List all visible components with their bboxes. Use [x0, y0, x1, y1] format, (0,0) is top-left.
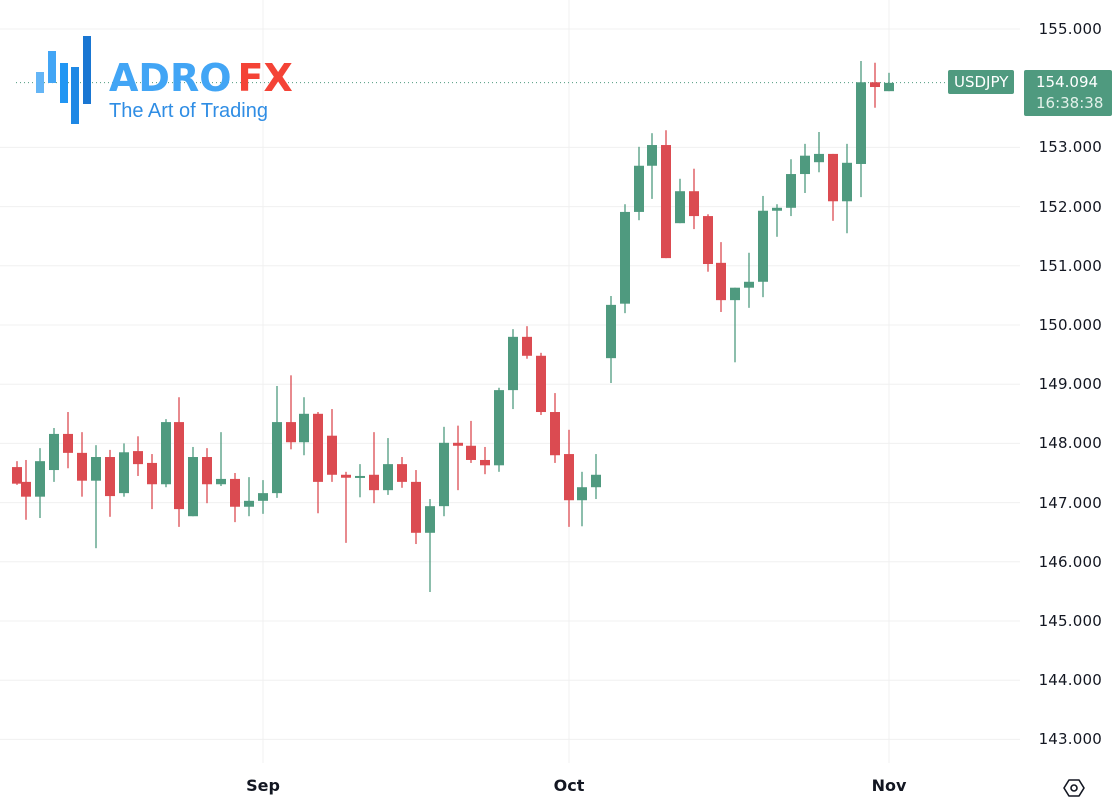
- candle-up: [675, 178, 685, 224]
- logo-brand-fx: FX: [237, 56, 293, 100]
- candle-up: [758, 195, 768, 298]
- candle-up: [188, 446, 198, 517]
- candle-down: [133, 436, 143, 476]
- candle-down: [341, 471, 351, 543]
- bar-countdown: 16:38:38: [1036, 94, 1104, 112]
- candle-down: [174, 397, 184, 527]
- price-tick-label: 153.000: [1038, 138, 1102, 157]
- candle-up: [620, 204, 630, 314]
- adrofx-logo: [30, 30, 310, 130]
- candle-up: [800, 143, 810, 193]
- candle-down: [411, 470, 421, 545]
- candle-down: [661, 130, 671, 259]
- candle-down: [286, 375, 296, 450]
- time-tick-label: Oct: [553, 776, 585, 795]
- candle-up: [272, 385, 282, 498]
- candle-up: [744, 252, 754, 308]
- candle-up: [216, 432, 226, 487]
- candle-up: [439, 426, 449, 517]
- last-price-value: 154.094: [1036, 73, 1099, 91]
- candle-up: [91, 445, 101, 549]
- candle-down: [12, 461, 22, 485]
- candle-down: [453, 425, 463, 491]
- candle-up: [299, 397, 309, 456]
- candle-down: [466, 420, 476, 463]
- candle-down: [327, 409, 337, 482]
- price-tick-label: 143.000: [1038, 730, 1102, 749]
- candle-down: [202, 448, 212, 504]
- candle-up: [161, 419, 171, 488]
- candle-down: [716, 242, 726, 312]
- price-tick-label: 149.000: [1038, 375, 1102, 394]
- candle-up: [634, 146, 644, 221]
- candle-down: [870, 62, 880, 108]
- candle-up: [383, 438, 393, 495]
- candle-up: [508, 329, 518, 410]
- candle-down: [689, 168, 699, 230]
- price-tick-label: 152.000: [1038, 197, 1102, 216]
- time-tick-label: Sep: [246, 776, 280, 795]
- candle-up: [577, 471, 587, 527]
- candle-up: [355, 464, 365, 498]
- candle-down: [397, 457, 407, 488]
- candle-down: [63, 412, 73, 469]
- logo-tagline: The Art of Trading: [109, 100, 268, 122]
- candle-down: [230, 473, 240, 523]
- candle-up: [814, 132, 824, 173]
- candle-down: [536, 352, 546, 415]
- candle-down: [828, 153, 838, 221]
- candle-down: [147, 454, 157, 510]
- price-tick-label: 151.000: [1038, 256, 1102, 275]
- candle-up: [856, 60, 866, 198]
- candle-down: [480, 446, 490, 475]
- time-tick-label: Nov: [871, 776, 907, 795]
- candle-down: [77, 432, 87, 497]
- candle-up: [494, 387, 504, 472]
- candle-up: [647, 133, 657, 199]
- candle-up: [258, 480, 268, 514]
- candle-down: [703, 214, 713, 272]
- logo-brand: ADRO FX: [109, 56, 293, 100]
- price-tick-label: 145.000: [1038, 612, 1102, 630]
- candle-down: [369, 432, 379, 504]
- candle-up: [244, 477, 254, 517]
- gear-hexagon-icon: [1063, 779, 1085, 797]
- candles-layer: [12, 60, 894, 592]
- last-price-label: 154.094 16:38:38: [1024, 70, 1112, 116]
- price-tick-label: 155.000: [1038, 20, 1102, 38]
- candle-up: [591, 454, 601, 500]
- candle-up: [730, 287, 740, 363]
- logo-bars-icon: [36, 36, 91, 124]
- candle-up: [119, 443, 129, 497]
- candle-up: [425, 499, 435, 592]
- chart-settings-button[interactable]: [1062, 776, 1086, 800]
- candle-up: [772, 204, 782, 237]
- candle-up: [786, 159, 796, 217]
- candle-down: [564, 429, 574, 527]
- price-tick-label: 147.000: [1038, 493, 1102, 512]
- candle-down: [550, 393, 560, 463]
- candle-up: [35, 448, 45, 518]
- price-tick-label: 150.000: [1038, 316, 1102, 334]
- candle-up: [884, 72, 894, 92]
- price-tick-label: 146.000: [1038, 552, 1102, 571]
- candle-down: [313, 412, 323, 514]
- symbol-label: USDJPY: [948, 70, 1015, 94]
- price-tick-label: 148.000: [1038, 434, 1102, 453]
- price-tick-label: 144.000: [1038, 671, 1102, 690]
- candle-up: [49, 428, 59, 482]
- candle-up: [606, 295, 616, 384]
- candle-down: [522, 326, 532, 359]
- candle-up: [842, 143, 852, 234]
- candle-down: [105, 449, 115, 517]
- candle-down: [21, 459, 31, 520]
- logo-brand-adro: ADRO: [109, 56, 232, 100]
